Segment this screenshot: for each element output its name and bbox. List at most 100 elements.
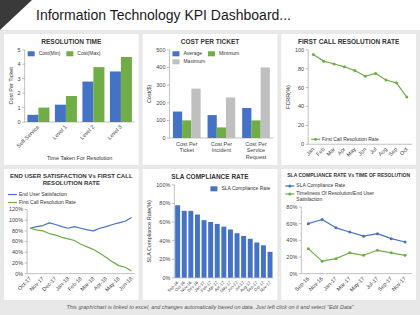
y-tick-label: 60%: [286, 221, 297, 227]
x-tick-label: May: [345, 146, 357, 158]
x-tick-label: Level 3: [106, 124, 123, 141]
y-tick: [22, 64, 25, 65]
marker: [353, 69, 356, 72]
y-tick-label: 0: [18, 119, 21, 125]
legend-label: Maximum: [183, 58, 205, 64]
legend-swatch: [28, 51, 35, 56]
y-tick-label: 20%: [286, 254, 297, 260]
y-tick: [299, 223, 302, 224]
y-tick: [167, 49, 170, 50]
y-tick: [25, 220, 28, 221]
marker: [362, 254, 365, 257]
bar: [217, 127, 226, 138]
text-line: Service: [247, 147, 265, 153]
bar: [191, 89, 200, 138]
x-tick-label: Jun: [357, 146, 368, 157]
dashboard: Information Technology KPI Dashboard...R…: [0, 0, 420, 315]
y-tick-label: 20%: [12, 260, 23, 266]
x-tick-label: Nov-17: [259, 280, 272, 293]
y-tick: [306, 49, 309, 50]
plot-area: [27, 57, 132, 122]
y-tick-label: 80: [298, 66, 304, 72]
panel-background: [143, 169, 278, 300]
marker: [312, 53, 315, 56]
y-axis-line: [174, 185, 175, 278]
legend-swatch: [172, 59, 179, 64]
chart-title: COST PER TICKET: [181, 38, 240, 45]
line: [308, 220, 405, 242]
x-axis-line: [27, 273, 135, 274]
y-axis-label: FCRR(%): [285, 85, 291, 109]
y-tick: [167, 120, 170, 121]
y-tick: [172, 184, 175, 185]
marker: [348, 230, 351, 233]
y-tick-label: 0%: [15, 271, 23, 277]
text-line: Request: [246, 154, 267, 160]
line: [313, 55, 407, 98]
y-tick: [22, 93, 25, 94]
y-tick-label: 4: [18, 61, 21, 67]
x-tick-label: Cost PerTicket: [176, 141, 198, 153]
bar: [93, 67, 104, 122]
plot-area: [307, 218, 407, 263]
y-tick: [22, 107, 25, 108]
y-tick-label: 2: [18, 90, 21, 96]
marker: [390, 237, 393, 240]
legend-label: Cost(Max): [77, 50, 100, 56]
text-line: Cost Per: [176, 141, 198, 147]
bar: [208, 222, 213, 278]
plot-area: [173, 67, 270, 138]
legend-swatch: [208, 51, 215, 56]
x-tick-label: Mar: [325, 146, 336, 157]
chart-panel: FIRST CALL RESOLUTION RATE020406080100Ja…: [281, 34, 416, 165]
y-axis-label: Cost($): [146, 85, 152, 103]
panel-background: [281, 34, 416, 165]
marker: [334, 226, 337, 229]
marker: [322, 60, 325, 63]
y-tick: [299, 256, 302, 257]
y-tick: [167, 85, 170, 86]
legend-marker: [314, 138, 317, 141]
marker: [307, 247, 310, 250]
y-tick: [306, 144, 309, 145]
bar: [228, 229, 233, 277]
x-tick-label: Self-Service: [15, 124, 40, 149]
legend-label: End User Satisfaction: [19, 191, 67, 197]
bar: [241, 236, 246, 278]
y-tick: [22, 49, 25, 50]
marker: [395, 81, 398, 84]
x-tick-label: Jul: [368, 146, 377, 155]
footnote: This graph/chart is linked to excel, and…: [66, 304, 354, 310]
y-tick: [306, 68, 309, 69]
bar: [188, 211, 193, 278]
x-tick-label: Nov-16: [307, 275, 324, 292]
x-tick-label: Level 2: [79, 124, 96, 141]
text-line: Cost Per: [211, 141, 233, 147]
chart-panel: SLA COMPLIANCE RATE0%20%40%60%80%100%Sep…: [143, 169, 278, 300]
y-tick: [25, 241, 28, 242]
page-background: [0, 0, 420, 315]
x-tick-label: Level 1: [51, 124, 68, 141]
legend-swatch: [210, 186, 217, 191]
marker: [362, 235, 365, 238]
legend-marker: [288, 185, 291, 188]
y-axis-label: SLA Compliance Rate(%): [146, 200, 152, 263]
y-tick-label: 0%: [162, 275, 170, 281]
legend-swatch: [8, 194, 17, 195]
bar: [195, 215, 200, 278]
x-tick-label: Jan: [305, 146, 316, 157]
legend-swatch: [66, 51, 73, 56]
x-tick-label: Mar-18: [79, 275, 96, 292]
x-tick-label: May-18: [104, 275, 121, 292]
marker: [321, 218, 324, 221]
y-tick-label: 80%: [159, 200, 170, 206]
bar: [121, 57, 132, 122]
y-tick: [25, 273, 28, 274]
text-line: Ticket: [180, 147, 195, 153]
y-tick-label: 40: [298, 103, 304, 109]
y-tick-label: 3: [18, 76, 21, 82]
y-tick-label: 100: [295, 47, 304, 53]
y-tick-label: 0: [301, 141, 304, 147]
legend-label: Minimum: [219, 50, 239, 56]
text-line: Incident: [212, 147, 232, 153]
